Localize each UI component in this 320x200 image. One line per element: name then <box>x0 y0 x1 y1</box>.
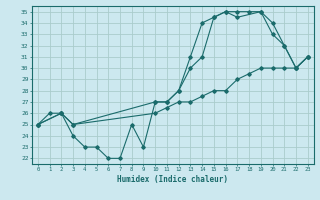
X-axis label: Humidex (Indice chaleur): Humidex (Indice chaleur) <box>117 175 228 184</box>
